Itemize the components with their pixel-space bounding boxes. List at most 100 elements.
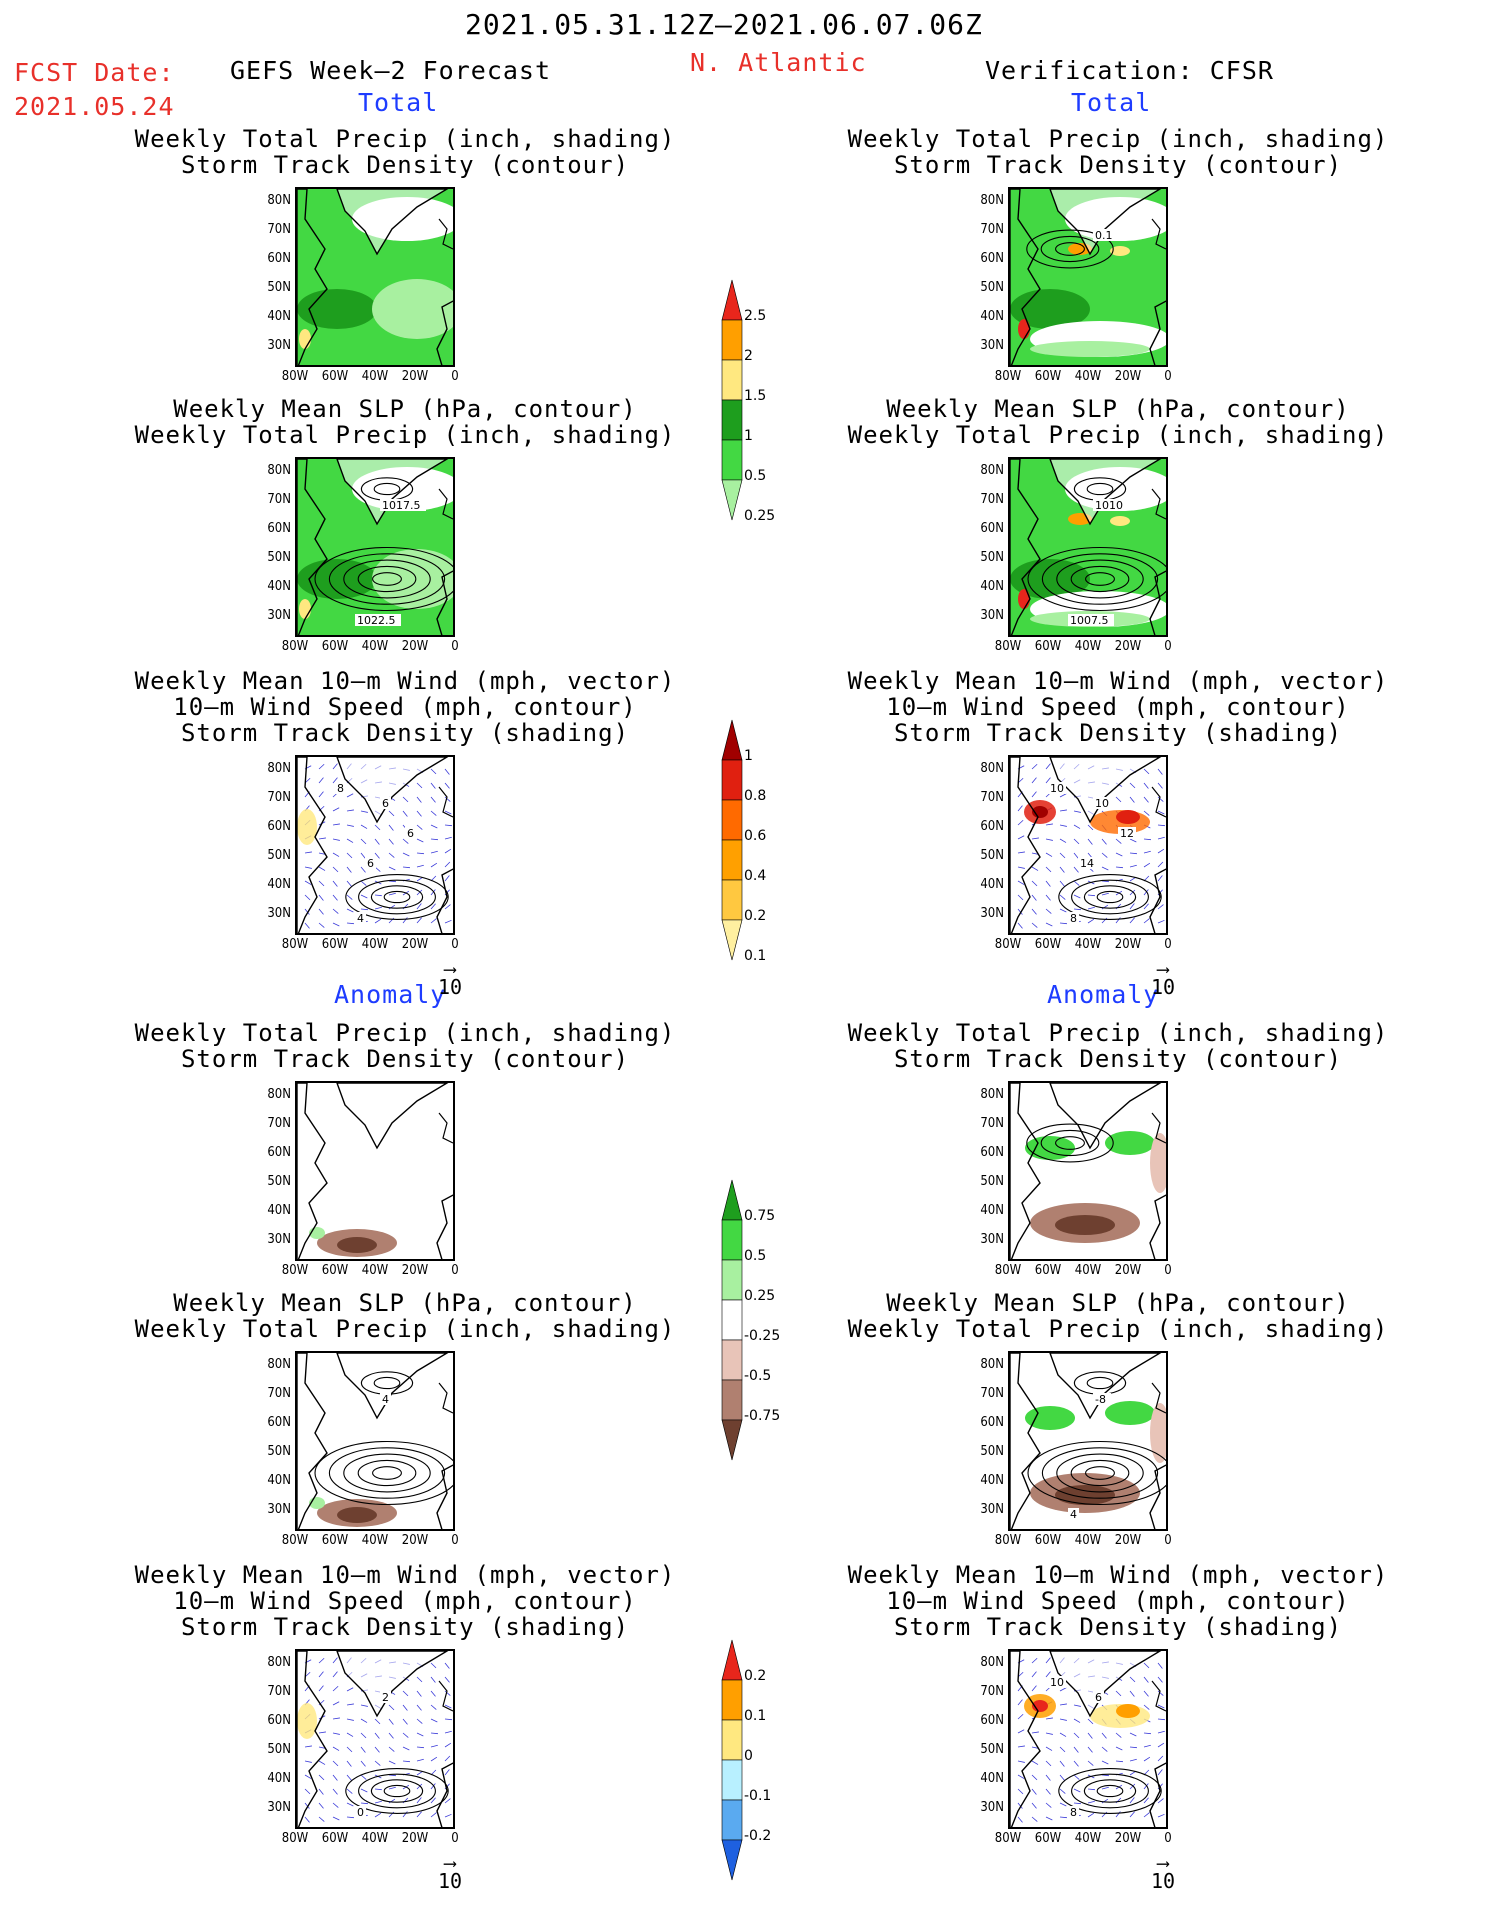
gefs-anom-precip_storm-map [295, 1081, 455, 1261]
wind-vector [1101, 880, 1110, 883]
wind-vector [430, 889, 436, 896]
wind-vector [1017, 1745, 1025, 1748]
latitude-label: 30N [267, 1502, 291, 1517]
north-america-coast [1010, 189, 1041, 365]
wind-vector [1143, 838, 1152, 841]
colorbar-label: 2 [744, 348, 753, 364]
wind-speed-contour [1071, 879, 1149, 915]
colorbar-swatch [721, 1259, 743, 1301]
north-america-coast [1010, 757, 1041, 933]
panel-title-line: Weekly Mean 10–m Wind (mph, vector) [134, 1561, 676, 1589]
wind-vector [416, 889, 423, 896]
wind-vector [1087, 1760, 1094, 1766]
wind-vector [1059, 1788, 1066, 1794]
region-title: N. Atlantic [690, 48, 867, 77]
wind-vector [444, 1755, 451, 1762]
wind-vector [332, 807, 340, 812]
longitude-label: 40W [1074, 1533, 1102, 1548]
wind-vector [1045, 1657, 1051, 1664]
wind-vector [430, 1812, 437, 1818]
wind-vector [1115, 838, 1122, 844]
wind-vector [1129, 903, 1135, 910]
latitude-label: 60N [267, 251, 291, 266]
wind-vector [374, 1788, 383, 1791]
longitude-label: 80W [281, 1533, 309, 1548]
wind-vector [1129, 852, 1138, 855]
wind-vector [1059, 1774, 1065, 1781]
contour-label: 8 [1070, 912, 1077, 925]
latitude-label: 70N [980, 1116, 1004, 1131]
wind-vector [374, 1812, 382, 1818]
wind-vector [1157, 875, 1163, 882]
latitude-label: 30N [980, 608, 1004, 623]
wind-vector [360, 1704, 368, 1707]
wind-vector [1017, 1729, 1025, 1734]
latitude-label: 60N [980, 251, 1004, 266]
colorbar-label: 0.1 [744, 1708, 767, 1724]
wind-vector [332, 866, 339, 873]
longitude-label: 60W [321, 639, 349, 654]
wind-vector [416, 1676, 423, 1683]
slp-contour [1070, 1459, 1130, 1487]
wind-vector [444, 1798, 451, 1804]
wind-vector [1101, 1746, 1108, 1752]
wind-vector [318, 922, 325, 928]
wind-vector [1059, 1687, 1067, 1692]
wind-vector [1157, 1813, 1165, 1818]
latitude-label: 70N [267, 1116, 291, 1131]
cfsr-total-wind-map: 10 8 10 12 14 [1008, 755, 1168, 935]
wind-vector [1017, 1774, 1025, 1779]
wind-vector [346, 1687, 354, 1692]
longitude-label: 40W [361, 639, 389, 654]
wind-vector [430, 862, 438, 868]
contour-label: 10 [1050, 782, 1064, 795]
slp-contour [314, 546, 453, 612]
wind-vector [360, 894, 368, 899]
vector-reference-label: ⟶ 10 [1138, 961, 1188, 1000]
panel-title-line: Storm Track Density (shading) [180, 719, 630, 747]
latitude-label: 40N [267, 877, 291, 892]
latitude-label: 50N [267, 1174, 291, 1189]
latitude-label: 50N [980, 1444, 1004, 1459]
precip-max [1018, 319, 1030, 339]
wind-vector [360, 810, 368, 813]
longitude-label: 80W [994, 639, 1022, 654]
wind-vector [444, 1769, 450, 1776]
colorbar-swatch [721, 1719, 743, 1761]
colorbar-label: 0.4 [744, 868, 767, 884]
vector-reference-label: ⟶ 10 [425, 1855, 475, 1894]
colorbar-label: 1 [744, 428, 753, 444]
north-america-coast [297, 1353, 328, 1529]
colorbar-swatch [721, 399, 743, 441]
wind-vector [1143, 1783, 1149, 1790]
wind-vector [1073, 1704, 1081, 1707]
colorbar-swatch [721, 1339, 743, 1381]
colorbar-swatch [721, 1179, 743, 1221]
latitude-label: 70N [980, 1386, 1004, 1401]
longitude-label: 80W [994, 1533, 1022, 1548]
wind-vector [360, 1732, 367, 1739]
latitude-label: 80N [980, 1357, 1004, 1372]
wind-vector [1073, 1774, 1080, 1780]
wind-vector [346, 793, 354, 798]
latitude-label: 30N [267, 906, 291, 921]
left-anomaly-heading: Anomaly [334, 980, 447, 1009]
north-america-coast [297, 1083, 328, 1259]
wind-vector [318, 866, 326, 871]
wind-vector [360, 1802, 369, 1805]
wind-vector [402, 917, 408, 924]
wind-vector [374, 1718, 381, 1725]
contour-label-bg [1078, 857, 1096, 869]
panel-title-line: Weekly Total Precip (inch, shading) [847, 1019, 1389, 1047]
wind-vector [1073, 866, 1079, 873]
contour-label: 2 [382, 1691, 389, 1704]
wind-vector [1059, 922, 1068, 925]
wind-vector [1045, 1816, 1053, 1821]
latitude-label: 60N [980, 521, 1004, 536]
slp-contour [1027, 546, 1166, 612]
colorbar-label: 1.5 [744, 388, 767, 404]
wind-vector [360, 1760, 366, 1767]
latitude-label: 80N [267, 1655, 291, 1670]
slp-contour [314, 1440, 453, 1506]
longitude-label: 20W [1114, 1533, 1142, 1548]
